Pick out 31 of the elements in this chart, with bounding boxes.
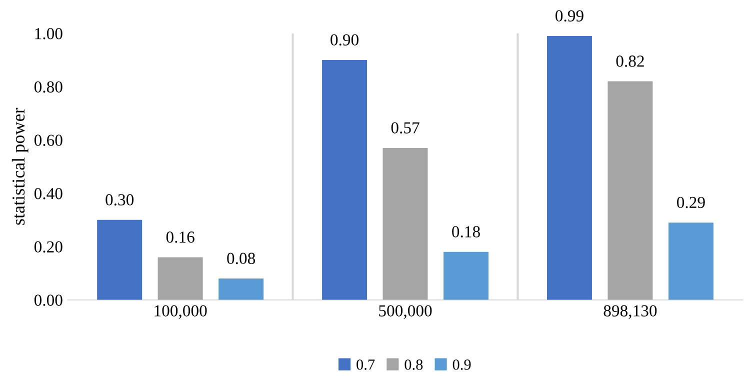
text: 0.29 bbox=[677, 196, 705, 208]
y-tick-label: 1.00 bbox=[35, 28, 62, 40]
bar bbox=[322, 60, 368, 300]
y-tick-label: 0.40 bbox=[34, 188, 62, 200]
y-tick-label: 0.80 bbox=[34, 81, 62, 93]
bar bbox=[97, 220, 142, 300]
y-tick-label: 0.00 bbox=[34, 294, 62, 306]
x-tick-label: 500,000 bbox=[379, 305, 432, 319]
bar bbox=[218, 278, 264, 300]
y-tick-label: 0.20 bbox=[34, 241, 62, 253]
legend-label: 0.8 bbox=[404, 359, 423, 370]
bar bbox=[546, 36, 592, 300]
y-tick-label: 0.60 bbox=[34, 134, 62, 146]
text: 0.18 bbox=[452, 226, 480, 238]
bar bbox=[444, 252, 489, 300]
bar bbox=[158, 257, 203, 300]
legend-label: 0.7 bbox=[356, 359, 375, 370]
text: 0.08 bbox=[227, 252, 256, 264]
bar bbox=[382, 148, 428, 300]
text: 0.57 bbox=[391, 122, 420, 134]
text: 0.99 bbox=[556, 10, 584, 22]
text: 0.90 bbox=[330, 34, 358, 46]
legend-label: 0.9 bbox=[452, 359, 471, 370]
y-axis-title: statistical power bbox=[12, 108, 28, 225]
x-tick-label: 898,130 bbox=[604, 305, 657, 319]
text: 0.82 bbox=[616, 56, 644, 67]
text: 0.30 bbox=[106, 194, 134, 206]
text: 0.16 bbox=[166, 231, 194, 243]
x-tick-label: 100,000 bbox=[154, 305, 207, 319]
bar bbox=[608, 81, 653, 300]
bar bbox=[668, 222, 714, 300]
